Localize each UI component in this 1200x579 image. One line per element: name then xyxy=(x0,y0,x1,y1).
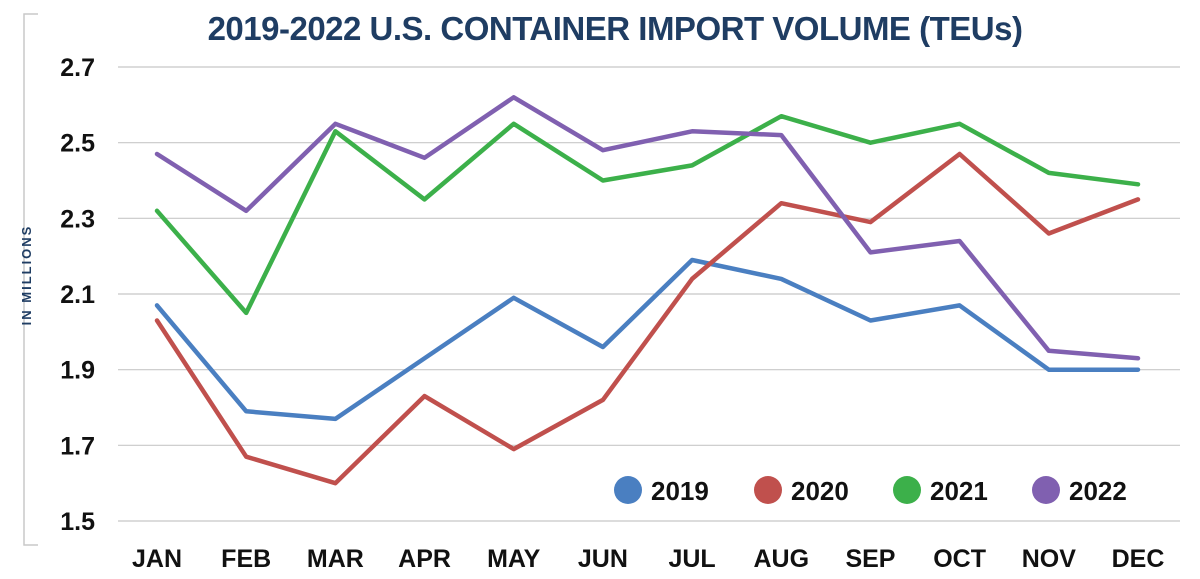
series-lines xyxy=(154,95,1141,486)
y-axis-bracket-line xyxy=(23,13,38,546)
legend-swatch-2020 xyxy=(754,476,782,504)
series-line-2022 xyxy=(154,95,1141,361)
y-axis-bracket xyxy=(23,13,38,546)
x-tick-label: FEB xyxy=(221,545,271,573)
legend-label-2021: 2021 xyxy=(930,476,988,506)
x-tick-label: NOV xyxy=(1022,545,1077,573)
legend-swatch-2019 xyxy=(614,476,642,504)
x-tick-label: OCT xyxy=(933,545,986,573)
x-tick-label: DEC xyxy=(1112,545,1165,573)
x-tick-label: AUG xyxy=(753,545,809,573)
y-tick-label: 1.7 xyxy=(60,432,95,460)
y-tick-label: 2.1 xyxy=(60,281,95,309)
legend-label-2020: 2020 xyxy=(791,476,849,506)
y-tick-label: 2.7 xyxy=(60,54,95,82)
x-tick-label: MAY xyxy=(487,545,541,573)
x-tick-label: SEP xyxy=(845,545,895,573)
legend-swatch-2022 xyxy=(1032,476,1060,504)
y-tick-label: 1.9 xyxy=(60,357,95,385)
legend-label-2019: 2019 xyxy=(651,476,709,506)
x-tick-labels: JAN FEB MAR APR MAY JUN JUL AUG SEP OCT NOV DEC xyxy=(132,545,1164,573)
legend-swatch-2021 xyxy=(893,476,921,504)
chart-title: 2019-2022 U.S. CONTAINER IMPORT VOLUME (… xyxy=(207,10,1023,47)
series-line-2019 xyxy=(154,257,1141,422)
legend-label-2022: 2022 xyxy=(1069,476,1127,506)
x-tick-label: JAN xyxy=(132,545,182,573)
x-tick-label: MAR xyxy=(307,545,364,573)
gridlines xyxy=(118,66,1180,522)
series-line-2021 xyxy=(154,113,1141,316)
y-tick-label: 1.5 xyxy=(60,508,95,536)
y-axis-label: IN MILLIONS xyxy=(19,225,34,326)
y-tick-label: 2.5 xyxy=(60,130,95,158)
x-tick-label: APR xyxy=(398,545,451,573)
y-tick-labels: 1.5 1.7 1.9 2.1 2.3 2.5 2.7 xyxy=(60,54,95,536)
x-tick-label: JUL xyxy=(668,545,715,573)
legend: 2019 2020 2021 2022 xyxy=(614,476,1127,506)
x-tick-label: JUN xyxy=(578,545,628,573)
y-tick-label: 2.3 xyxy=(60,205,95,233)
series-line-2020 xyxy=(154,151,1141,486)
